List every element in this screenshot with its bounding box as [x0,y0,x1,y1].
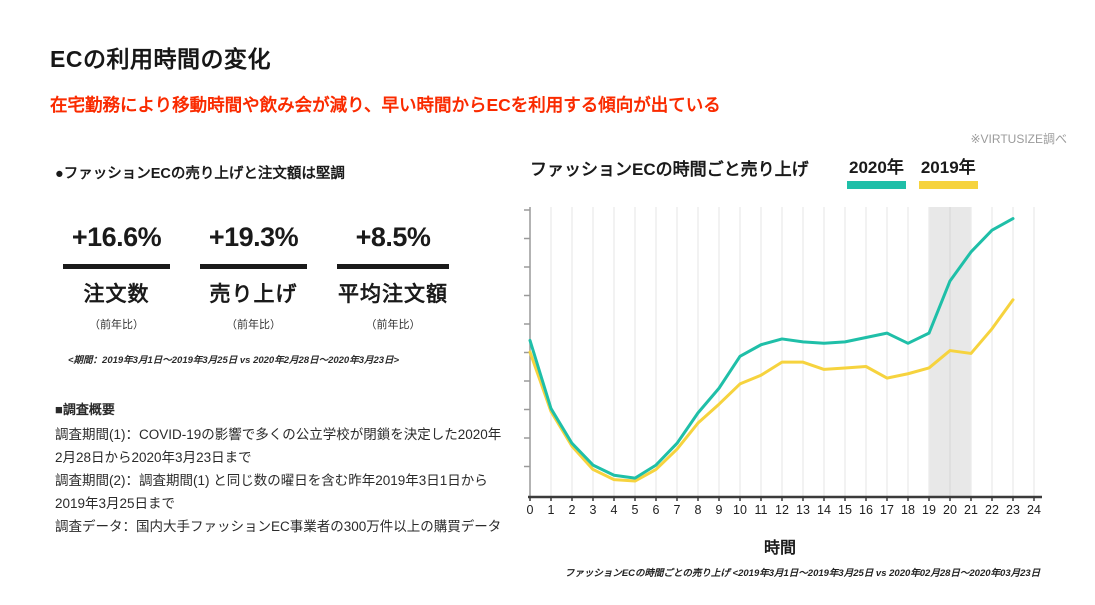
x-tick-label: 15 [838,503,852,517]
stat-sublabel: （前年比） [89,319,144,331]
page-title: ECの利用時間の変化 [50,46,271,72]
stat-label: 平均注文額 [338,283,448,306]
survey-overview: ■調査概要 調査期間(1)：COVID-19の影響で多くの公立学校が閉鎖を決定し… [55,398,507,538]
x-tick-label: 19 [922,503,936,517]
chart-title: ファッションECの時間ごと売り上げ [530,160,809,179]
stat-value: +16.6% [71,222,162,252]
series-line-2019年 [528,298,1015,483]
x-tick-label: 17 [880,503,894,517]
stat-divider [63,264,170,269]
x-tick-label: 7 [674,503,681,517]
stat-value: +19.3% [208,222,299,252]
chart-caption: ファッションECの時間ごとの売り上げ <2019年3月1日～2019年3月25日… [564,568,1041,579]
x-tick-label: 5 [632,503,639,517]
x-tick-label: 11 [755,503,768,517]
x-tick-label: 0 [527,503,534,517]
source-note: ※VIRTUSIZE調べ [970,132,1067,146]
x-tick-label: 1 [548,503,555,517]
stat-average-order-value: +8.5% 平均注文額 （前年比） [337,222,449,332]
stat-label: 注文数 [83,283,150,306]
stat-divider [337,264,449,269]
x-tick-label: 8 [695,503,702,517]
stat-value: +8.5% [355,222,431,252]
x-tick-label: 21 [964,503,978,517]
legend-item-2019: 2019年 [918,153,978,189]
stat-orders: +16.6% 注文数 （前年比） [63,222,170,332]
left-section-heading: ●ファッションECの売り上げと注文額は堅調 [55,166,345,182]
x-tick-label: 3 [590,503,597,517]
stat-sales: +19.3% 売り上げ （前年比） [200,222,307,332]
legend-swatch-2019 [918,181,978,189]
survey-line-data: 調査データ：国内大手ファッションEC事業者の300万件以上の購買データ [55,519,502,534]
x-tick-label: 4 [611,503,618,517]
survey-line-period1: 調査期間(1)：COVID-19の影響で多くの公立学校が閉鎖を決定した2020年… [55,427,502,465]
stat-sublabel: （前年比） [226,319,281,331]
legend-swatch-2020 [847,181,906,189]
stat-divider [200,264,307,269]
x-tick-label: 22 [985,503,999,517]
x-tick-label: 23 [1006,503,1020,517]
x-tick-label: 6 [653,503,660,517]
x-tick-label: 20 [943,503,957,517]
stat-label: 売り上げ [209,283,298,306]
x-tick-label: 10 [733,503,747,517]
page-subtitle: 在宅勤務により移動時間や飲み会が減り、早い時間からECを利用する傾向が出ている [50,95,721,115]
x-tick-label: 2 [569,503,576,517]
x-tick-label: 9 [716,503,723,517]
x-tick-label: 16 [859,503,873,517]
series-line-2020年 [528,217,1015,480]
x-tick-label: 14 [817,503,831,517]
legend-label: 2020年 [849,158,904,177]
legend-item-2020: 2020年 [847,153,906,189]
chart-x-axis-label: 時間 [763,540,796,557]
period-note: <期間：2019年3月1日～2019年3月25日 vs 2020年2月28日～2… [68,355,400,366]
x-tick-label: 24 [1027,503,1041,517]
x-tick-label: 13 [796,503,810,517]
survey-line-period2: 調査期間(2)：調査期間(1) と同じ数の曜日を含む昨年2019年3日1日から2… [55,473,488,511]
stats-row: +16.6% 注文数 （前年比） +19.3% 売り上げ （前年比） +8.5%… [63,222,449,332]
sales-by-hour-line-chart: 0 1 2 3 4 5 6 7 8 9 10 11 12 13 14 15 16 17 18 19 20 21 22 23 24 [524,207,1042,517]
stat-sublabel: （前年比） [365,319,421,331]
survey-heading: ■調査概要 [55,402,115,417]
legend-label: 2019年 [920,158,976,177]
chart-legend: 2020年 2019年 [847,153,978,189]
x-tick-label: 12 [775,503,789,517]
x-tick-label: 18 [901,503,915,517]
